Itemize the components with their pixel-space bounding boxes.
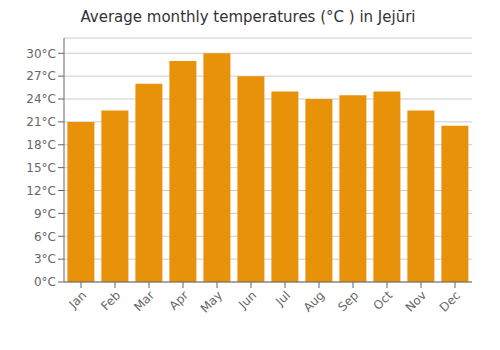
svg-text:Feb: Feb [98,288,123,313]
svg-text:Nov: Nov [403,288,429,314]
svg-text:Oct: Oct [371,288,396,313]
svg-text:12°C: 12°C [26,184,56,198]
svg-text:9°C: 9°C [34,207,56,221]
svg-text:Aug: Aug [301,288,327,314]
svg-text:Jan: Jan [65,288,89,312]
svg-text:6°C: 6°C [34,230,56,244]
svg-text:30°C: 30°C [26,47,56,61]
svg-text:Jul: Jul [272,288,293,309]
svg-text:3°C: 3°C [34,252,56,266]
svg-text:May: May [198,288,225,315]
svg-text:15°C: 15°C [26,161,56,175]
svg-text:Dec: Dec [437,288,463,314]
svg-text:0°C: 0°C [34,275,56,289]
svg-text:Mar: Mar [131,288,157,314]
svg-text:Jun: Jun [235,288,259,312]
html-text:Average monthly temperatures (: Average monthly temperatures (°C ) in Je… [80,8,416,26]
svg-text:27°C: 27°C [26,69,56,83]
svg-text:21°C: 21°C [26,115,56,129]
svg-text:24°C: 24°C [26,92,56,106]
svg-text:18°C: 18°C [26,138,56,152]
svg-text:Apr: Apr [167,288,192,313]
svg-text:Sep: Sep [335,288,361,314]
